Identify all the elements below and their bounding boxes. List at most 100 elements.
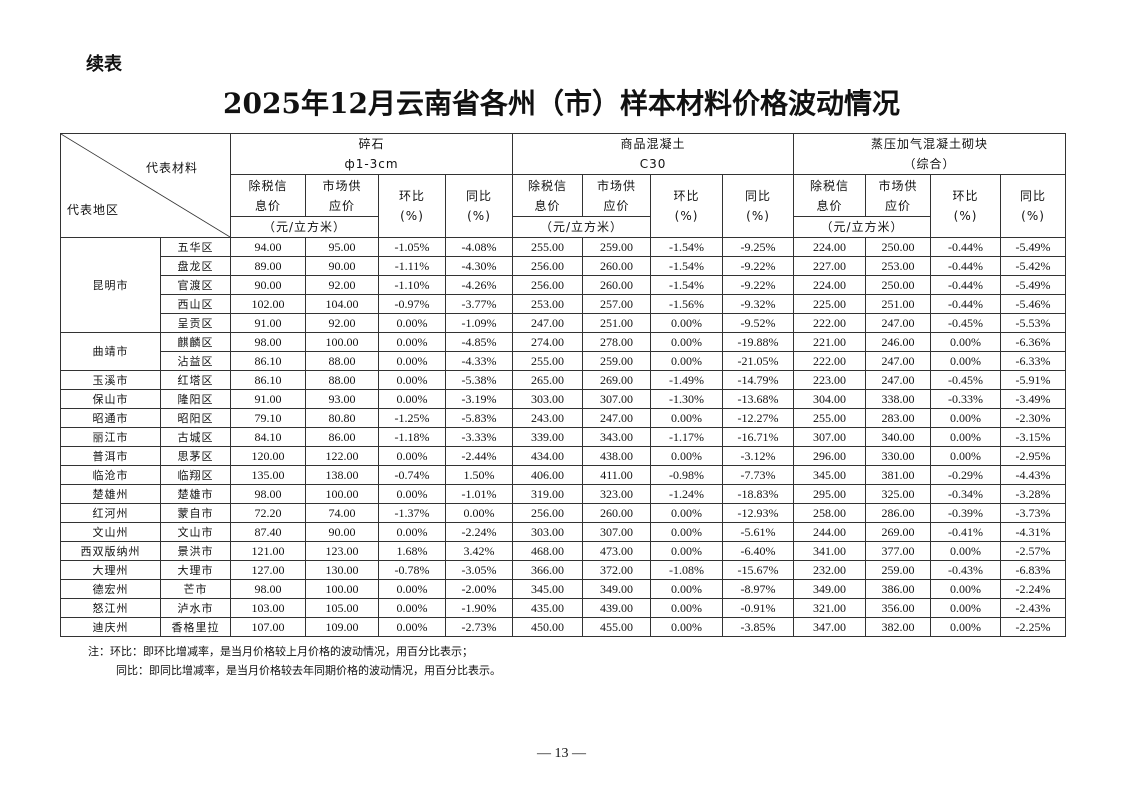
value-cell: -2.73% bbox=[444, 617, 514, 637]
table-row: 楚雄州 楚雄市 98.00 100.00 0.00% -1.01% 319.00 323.00… bbox=[60, 484, 1067, 504]
value-cell: -3.15% bbox=[1000, 427, 1067, 447]
value-cell: 0.00% bbox=[930, 446, 1002, 466]
value-cell: -4.30% bbox=[444, 256, 514, 276]
value-cell: 356.00 bbox=[865, 598, 932, 618]
value-cell: 107.00 bbox=[230, 617, 306, 637]
value-cell: -1.37% bbox=[378, 503, 446, 523]
tax-price-header-line1: 除税信 bbox=[810, 178, 850, 193]
value-cell: 438.00 bbox=[582, 446, 652, 466]
value-cell: -4.43% bbox=[1000, 465, 1067, 485]
value-cell: 339.00 bbox=[512, 427, 584, 447]
yoy-header: 同比 (%) bbox=[1000, 174, 1067, 238]
market-price-header: 市场供 应价 bbox=[582, 174, 652, 217]
city-cell: 大理州 bbox=[60, 560, 161, 580]
value-cell: -1.11% bbox=[378, 256, 446, 276]
district-cell: 西山区 bbox=[160, 294, 231, 314]
page-title: 2025年12月云南省各州（市）样本材料价格波动情况 bbox=[223, 87, 900, 120]
value-cell: 90.00 bbox=[230, 275, 306, 295]
market-price-header-line1: 市场供 bbox=[322, 178, 362, 193]
value-cell: -0.45% bbox=[930, 313, 1002, 333]
market-price-header-line2: 应价 bbox=[328, 198, 355, 213]
value-cell: 0.00% bbox=[930, 408, 1002, 428]
value-cell: 0.00% bbox=[378, 484, 446, 504]
value-cell: -1.54% bbox=[650, 275, 724, 295]
value-cell: 257.00 bbox=[582, 294, 652, 314]
value-cell: 251.00 bbox=[865, 294, 932, 314]
mom-header: 环比 (%) bbox=[378, 174, 446, 238]
value-cell: 98.00 bbox=[230, 484, 306, 504]
value-cell: -18.83% bbox=[722, 484, 795, 504]
value-cell: 330.00 bbox=[865, 446, 932, 466]
value-cell: -7.73% bbox=[722, 465, 795, 485]
value-cell: -1.24% bbox=[650, 484, 724, 504]
value-cell: 127.00 bbox=[230, 560, 306, 580]
material-name: 蒸压加气混凝土砌块 bbox=[871, 137, 989, 151]
value-cell: 244.00 bbox=[793, 522, 867, 542]
city-cell: 怒江州 bbox=[60, 598, 161, 618]
value-cell: -5.83% bbox=[444, 408, 514, 428]
table-row: 丽江市 古城区 84.10 86.00 -1.18% -3.33% 339.00 343.00… bbox=[60, 427, 1067, 447]
table-row: 昭通市 昭阳区 79.10 80.80 -1.25% -5.83% 243.00 247.00… bbox=[60, 408, 1067, 428]
city-cell: 保山市 bbox=[60, 389, 161, 409]
value-cell: 122.00 bbox=[305, 446, 379, 466]
tax-price-header-line1: 除税信 bbox=[248, 178, 288, 193]
table-row: 临沧市 临翔区 135.00 138.00 -0.74% 1.50% 406.00 411.0… bbox=[60, 465, 1067, 485]
value-cell: 255.00 bbox=[512, 351, 584, 371]
value-cell: -1.09% bbox=[444, 313, 514, 333]
value-cell: 468.00 bbox=[512, 541, 584, 561]
material-spec: ф1-3cm bbox=[344, 157, 399, 171]
value-cell: 265.00 bbox=[512, 370, 584, 390]
note-mom: 注：环比：即环比增减率，是当月价格较上月价格的波动情况，用百分比表示； bbox=[88, 645, 473, 658]
value-cell: -1.08% bbox=[650, 560, 724, 580]
value-cell: -5.53% bbox=[1000, 313, 1067, 333]
value-cell: 135.00 bbox=[230, 465, 306, 485]
value-cell: 86.10 bbox=[230, 351, 306, 371]
market-price-header-line1: 市场供 bbox=[597, 178, 637, 193]
value-cell: 256.00 bbox=[512, 256, 584, 276]
city-cell: 临沧市 bbox=[60, 465, 161, 485]
value-cell: 92.00 bbox=[305, 313, 379, 333]
value-cell: 1.68% bbox=[378, 541, 446, 561]
value-cell: 307.00 bbox=[582, 389, 652, 409]
yoy-header: 同比 (%) bbox=[444, 174, 514, 238]
value-cell: -8.97% bbox=[722, 579, 795, 599]
value-cell: 250.00 bbox=[865, 275, 932, 295]
value-cell: 0.00% bbox=[444, 503, 514, 523]
value-cell: 88.00 bbox=[305, 351, 379, 371]
value-cell: 0.00% bbox=[378, 389, 446, 409]
value-cell: 227.00 bbox=[793, 256, 867, 276]
value-cell: 121.00 bbox=[230, 541, 306, 561]
value-cell: 259.00 bbox=[582, 237, 652, 257]
mom-header-line2: (%) bbox=[400, 209, 424, 223]
value-cell: 366.00 bbox=[512, 560, 584, 580]
value-cell: 0.00% bbox=[378, 313, 446, 333]
city-cell: 昭通市 bbox=[60, 408, 161, 428]
value-cell: 307.00 bbox=[793, 427, 867, 447]
value-cell: 105.00 bbox=[305, 598, 379, 618]
value-cell: 372.00 bbox=[582, 560, 652, 580]
table-row: 西山区 102.00 104.00 -0.97% -3.77% 253.00 257.00-… bbox=[61, 294, 1067, 314]
value-cell: -12.27% bbox=[722, 408, 795, 428]
district-cell: 五华区 bbox=[160, 237, 231, 257]
value-cell: -4.85% bbox=[444, 332, 514, 352]
value-cell: 88.00 bbox=[305, 370, 379, 390]
mom-header-line1: 环比 bbox=[952, 189, 979, 203]
value-cell: 250.00 bbox=[865, 237, 932, 257]
table-row: 文山州 文山市 87.40 90.00 0.00% -2.24% 303.00 307.00 0… bbox=[60, 522, 1067, 542]
value-cell: 450.00 bbox=[512, 617, 584, 637]
value-cell: 138.00 bbox=[305, 465, 379, 485]
value-cell: -0.41% bbox=[930, 522, 1002, 542]
value-cell: 303.00 bbox=[512, 389, 584, 409]
district-cell: 蒙自市 bbox=[160, 503, 231, 523]
city-cell: 红河州 bbox=[60, 503, 161, 523]
value-cell: 296.00 bbox=[793, 446, 867, 466]
district-cell: 临翔区 bbox=[160, 465, 231, 485]
value-cell: -21.05% bbox=[722, 351, 795, 371]
value-cell: 251.00 bbox=[582, 313, 652, 333]
value-cell: -5.49% bbox=[1000, 275, 1067, 295]
value-cell: -2.57% bbox=[1000, 541, 1067, 561]
value-cell: 260.00 bbox=[582, 275, 652, 295]
value-cell: 377.00 bbox=[865, 541, 932, 561]
value-cell: 247.00 bbox=[582, 408, 652, 428]
value-cell: 260.00 bbox=[582, 503, 652, 523]
